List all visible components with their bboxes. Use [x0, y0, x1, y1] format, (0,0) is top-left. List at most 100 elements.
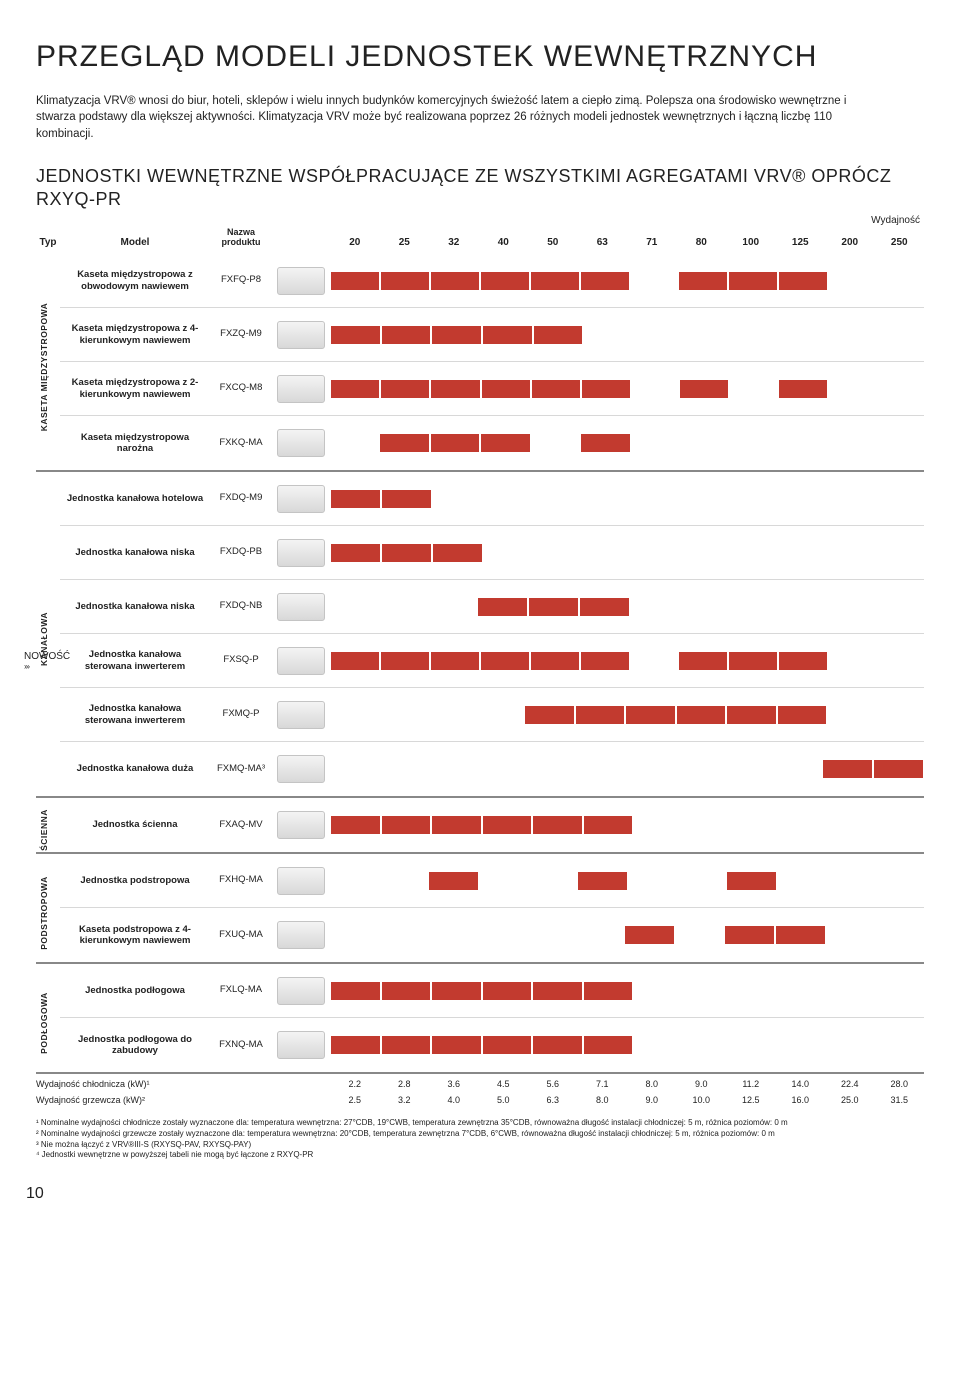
table-row: Jednostka kanałowa niskaFXDQ-NB: [60, 580, 924, 634]
heating-value: 16.0: [776, 1095, 826, 1105]
capacity-bar-cell: [477, 926, 526, 944]
product-thumbnail: [277, 539, 325, 567]
capacity-bar-cell: [330, 706, 379, 724]
capacity-bar-cell: [826, 598, 875, 616]
heating-value: 5.0: [479, 1095, 529, 1105]
footnote: ³ Nie można łączyć z VRV®III-S (RXYSQ-PA…: [36, 1140, 924, 1151]
capacity-bars: [330, 982, 924, 1000]
capacity-bar-cell: [533, 982, 582, 1000]
capacity-bar-cell: [828, 652, 876, 670]
capacity-bar-cell: [582, 380, 630, 398]
capacity-bar-cell: [876, 380, 924, 398]
capacity-bars: [330, 816, 924, 834]
product-name: FXKQ-MA: [210, 438, 272, 448]
capacity-bar-cell: [727, 490, 776, 508]
type-group: ŚCIENNAJednostka ściennaFXAQ-MV: [36, 798, 924, 854]
capacity-bar-cell: [725, 926, 774, 944]
capacity-bar-cell: [778, 706, 827, 724]
capacity-header-cell: 50: [528, 237, 578, 248]
capacity-bar-cell: [331, 544, 380, 562]
type-label: ŚCIENNA: [36, 798, 60, 852]
capacity-bar-cell: [629, 490, 678, 508]
capacity-bar-cell: [729, 272, 777, 290]
product-thumbnail: [277, 267, 325, 295]
product-name: FXMQ-P: [210, 709, 272, 719]
product-thumbnail: [277, 921, 325, 949]
table-row: Kaseta podstropowa z 4-kierunkowym nawie…: [60, 908, 924, 962]
capacity-header-cell: 125: [776, 237, 826, 248]
capacity-bar-cell: [679, 598, 728, 616]
capacity-header-cell: 250: [875, 237, 925, 248]
product-thumbnail: [277, 321, 325, 349]
capacity-bar-cell: [779, 816, 828, 834]
capacity-bar-cell: [584, 816, 633, 834]
capacity-bar-cell: [633, 816, 682, 834]
cooling-value: 9.0: [677, 1079, 727, 1089]
table-row: Kaseta międzystropowa narożnaFXKQ-MA: [60, 416, 924, 470]
capacity-bar-cell: [531, 434, 580, 452]
capacity-bar-cell: [728, 598, 777, 616]
capacity-bar-cell: [379, 598, 428, 616]
capacity-bar-cell: [380, 434, 429, 452]
capacity-bar-cell: [679, 272, 727, 290]
capacity-bar-cell: [625, 760, 674, 778]
capacity-bar-cell: [382, 544, 431, 562]
capacity-bar-cell: [331, 490, 380, 508]
capacity-bar-cell: [431, 652, 479, 670]
type-group: KASETA MIĘDZYSTROPOWAKaseta międzystropo…: [36, 254, 924, 472]
capacity-bar-cell: [777, 434, 826, 452]
capacity-bar-cell: [527, 760, 576, 778]
cooling-value: 5.6: [528, 1079, 578, 1089]
capacity-bar-cell: [682, 982, 731, 1000]
capacity-header-cell: 25: [380, 237, 430, 248]
capacity-bar-cell: [483, 982, 532, 1000]
capacity-bar-cell: [826, 926, 875, 944]
capacity-bars: [330, 490, 924, 508]
capacity-chart: Typ Model Nazwa produktu 202532405063718…: [36, 228, 924, 1108]
heating-value: 6.3: [528, 1095, 578, 1105]
capacity-bar-cell: [727, 872, 776, 890]
capacity-bar-cell: [331, 1036, 380, 1054]
capacity-bar-cell: [584, 1036, 633, 1054]
header-typ: Typ: [36, 237, 60, 248]
capacity-header-cell: 20: [330, 237, 380, 248]
capacity-bar-cell: [428, 926, 477, 944]
capacity-bar-cell: [331, 982, 380, 1000]
capacity-bar-cell: [828, 272, 876, 290]
capacity-bar-cell: [631, 434, 680, 452]
capacity-bar-cell: [584, 982, 633, 1000]
heating-value: 3.2: [380, 1095, 430, 1105]
capacity-bar-cell: [576, 706, 625, 724]
capacity-bar-cell: [729, 434, 778, 452]
capacity-bars: [330, 272, 924, 290]
model-label: Jednostka kanałowa duża: [60, 763, 210, 774]
capacity-bar-cell: [827, 816, 876, 834]
capacity-bar-cell: [674, 760, 723, 778]
capacity-bar-cell: [633, 982, 682, 1000]
capacity-bar-cell: [531, 272, 579, 290]
capacity-bar-cell: [583, 326, 632, 344]
capacity-bar-cell: [729, 380, 777, 398]
product-thumbnail: [277, 755, 325, 783]
capacity-bar-cell: [330, 926, 379, 944]
capacity-bar-cell: [534, 326, 583, 344]
capacity-bar-cell: [581, 434, 630, 452]
product-name: FXUQ-MA: [210, 930, 272, 940]
capacity-bar-cell: [381, 380, 429, 398]
capacity-bar-cell: [479, 872, 528, 890]
capacity-bar-cell: [578, 872, 627, 890]
capacity-bar-cell: [379, 926, 428, 944]
heating-value: 10.0: [677, 1095, 727, 1105]
capacity-bar-cell: [827, 706, 876, 724]
model-label: Kaseta międzystropowa z obwodowym nawiew…: [60, 269, 210, 292]
model-label: Jednostka kanałowa niska: [60, 601, 210, 612]
capacity-bar-cell: [826, 872, 875, 890]
capacity-bar-cell: [680, 380, 728, 398]
type-label: KANAŁOWA: [36, 472, 60, 796]
capacity-bars: [330, 706, 924, 724]
capacity-bar-cell: [533, 816, 582, 834]
capacity-bar-cell: [581, 652, 629, 670]
subtitle: JEDNOSTKI WEWNĘTRZNE WSPÓŁPRACUJĄCE ZE W…: [36, 165, 924, 212]
capacity-bar-cell: [730, 1036, 779, 1054]
capacity-bar-cell: [427, 706, 476, 724]
